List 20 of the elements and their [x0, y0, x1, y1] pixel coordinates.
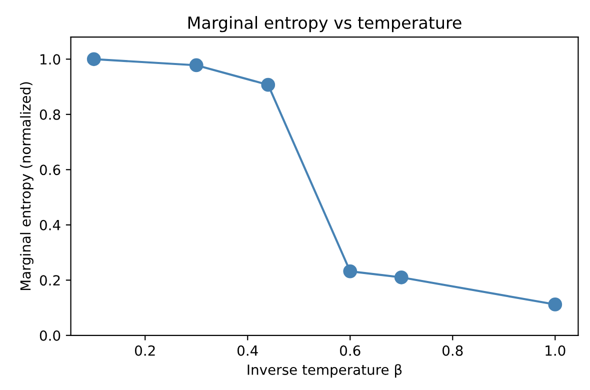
x-tick-label: 0.6	[340, 345, 360, 356]
y-tick-label: 0.4	[40, 220, 60, 230]
x-tick-label: 1.0	[546, 345, 566, 356]
point	[343, 264, 358, 278]
y-tick-label: 0.2	[40, 275, 60, 286]
chart-title: Marginal entropy vs temperature	[188, 16, 462, 32]
y-axis-title: Marginal entropy (normalized)	[20, 82, 34, 290]
point	[261, 78, 276, 92]
y-tick-label: 1.0	[40, 54, 60, 65]
y-tick-label: 0.6	[40, 164, 60, 176]
x-tick-label: 0.4	[237, 345, 258, 356]
point	[394, 270, 408, 284]
y-tick-label: 0.0	[40, 330, 60, 341]
point	[548, 298, 562, 312]
x-tick-label: 0.2	[134, 345, 155, 356]
point	[189, 58, 204, 72]
x-axis-title: Inverse temperature β	[248, 364, 402, 378]
y-tick-label: 0.8	[40, 109, 60, 120]
x-tick-label: 0.8	[442, 345, 463, 356]
point	[86, 52, 101, 66]
